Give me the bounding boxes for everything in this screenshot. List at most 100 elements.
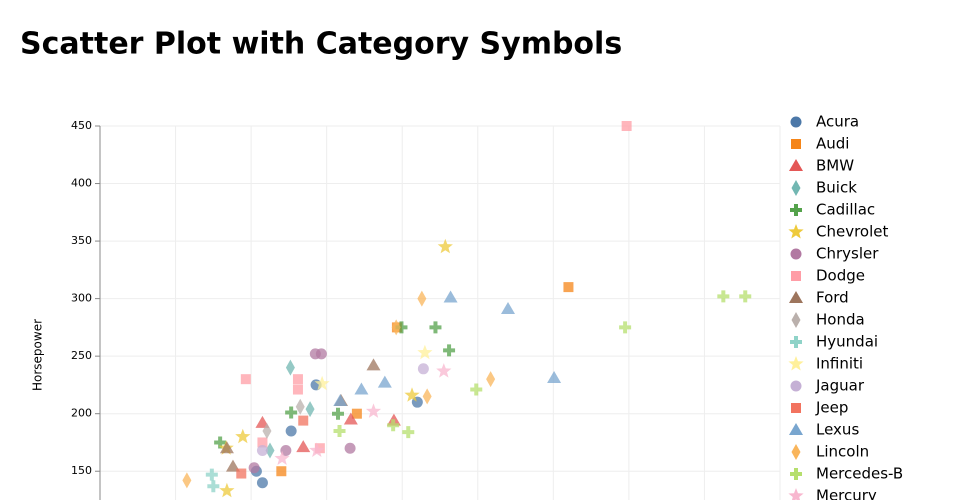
point (257, 437, 268, 448)
point (309, 442, 325, 457)
y-tick-label: 250 (71, 349, 92, 362)
point (436, 363, 452, 378)
point (547, 371, 562, 384)
y-tick-label: 150 (71, 464, 92, 477)
point (256, 445, 268, 457)
point (292, 384, 303, 395)
point (366, 358, 381, 371)
point (292, 374, 303, 385)
y-tick-label: 200 (71, 407, 92, 420)
point (315, 348, 327, 360)
point (351, 408, 362, 419)
point (443, 290, 458, 303)
point (295, 398, 305, 415)
legend-symbol (791, 180, 801, 196)
legend-label: Jeep (815, 399, 848, 417)
point (391, 319, 401, 336)
point (280, 445, 292, 457)
point (274, 450, 290, 465)
point (256, 477, 268, 489)
legend-label: Ford (816, 289, 849, 307)
legend-symbol (788, 356, 804, 371)
point (262, 422, 272, 439)
point (429, 321, 442, 334)
legend-symbol (788, 488, 804, 500)
legend-label: Jaguar (815, 377, 865, 395)
point (285, 359, 295, 376)
point (437, 238, 453, 254)
legend-label: Chrysler (816, 245, 879, 263)
legend-label: Hyundai (816, 333, 878, 351)
chart-title: Scatter Plot with Category Symbols (20, 27, 622, 62)
legend-symbol (790, 380, 802, 392)
point (235, 428, 251, 444)
legend-symbol (790, 468, 802, 480)
legend-label: Infiniti (816, 355, 863, 373)
legend-label: Honda (816, 311, 865, 329)
legend-label: Mercedes-B (816, 465, 903, 483)
legend-symbol (790, 116, 802, 128)
legend-label: Acura (816, 113, 859, 131)
legend-symbol (791, 271, 801, 281)
point (417, 344, 433, 360)
point (563, 282, 574, 293)
legend-label: Lexus (816, 421, 859, 439)
legend-symbol (790, 336, 802, 348)
point (333, 394, 348, 407)
legend-symbol (789, 423, 803, 435)
point (422, 388, 432, 405)
point (344, 442, 356, 454)
point (377, 375, 392, 388)
point (265, 442, 275, 459)
point (619, 321, 632, 334)
legend-symbol (788, 224, 804, 239)
legend-label: Lincoln (816, 443, 869, 461)
point (404, 387, 420, 402)
point (298, 415, 309, 426)
point (219, 482, 235, 498)
y-tick-label: 300 (71, 292, 92, 305)
legend-symbol (791, 403, 801, 413)
point (417, 363, 429, 375)
legend-symbol (789, 159, 803, 171)
point (486, 371, 496, 388)
point (240, 374, 251, 385)
y-tick-label: 450 (71, 119, 92, 132)
point (395, 321, 408, 334)
point (501, 301, 515, 314)
point (285, 406, 298, 419)
point (182, 472, 192, 489)
legend-label: Audi (816, 135, 849, 153)
point (470, 383, 483, 396)
legend-label: Chevrolet (816, 223, 888, 241)
point (219, 441, 234, 454)
point (205, 468, 218, 481)
legend-symbol (790, 248, 802, 260)
point (214, 436, 227, 449)
legend-symbol (790, 204, 802, 216)
legend-symbol (791, 312, 801, 328)
legend-label: Buick (816, 179, 857, 197)
point (236, 468, 247, 479)
legend-label: BMW (816, 157, 854, 175)
legend-label: Mercury (816, 487, 877, 500)
point (332, 407, 344, 420)
point (402, 426, 415, 439)
point (305, 401, 315, 418)
point (285, 425, 297, 437)
legend-label: Dodge (816, 267, 865, 285)
legend-label: Cadillac (816, 201, 875, 219)
point (739, 290, 752, 303)
point (343, 412, 358, 425)
y-tick-label: 350 (71, 234, 92, 247)
y-axis-label: Horsepower (31, 319, 45, 391)
point (717, 290, 730, 303)
point (276, 466, 287, 477)
point (354, 382, 369, 395)
point (365, 403, 382, 418)
legend-symbol (791, 444, 801, 460)
point (333, 424, 346, 437)
legend-symbol (789, 291, 803, 303)
point (443, 344, 456, 357)
